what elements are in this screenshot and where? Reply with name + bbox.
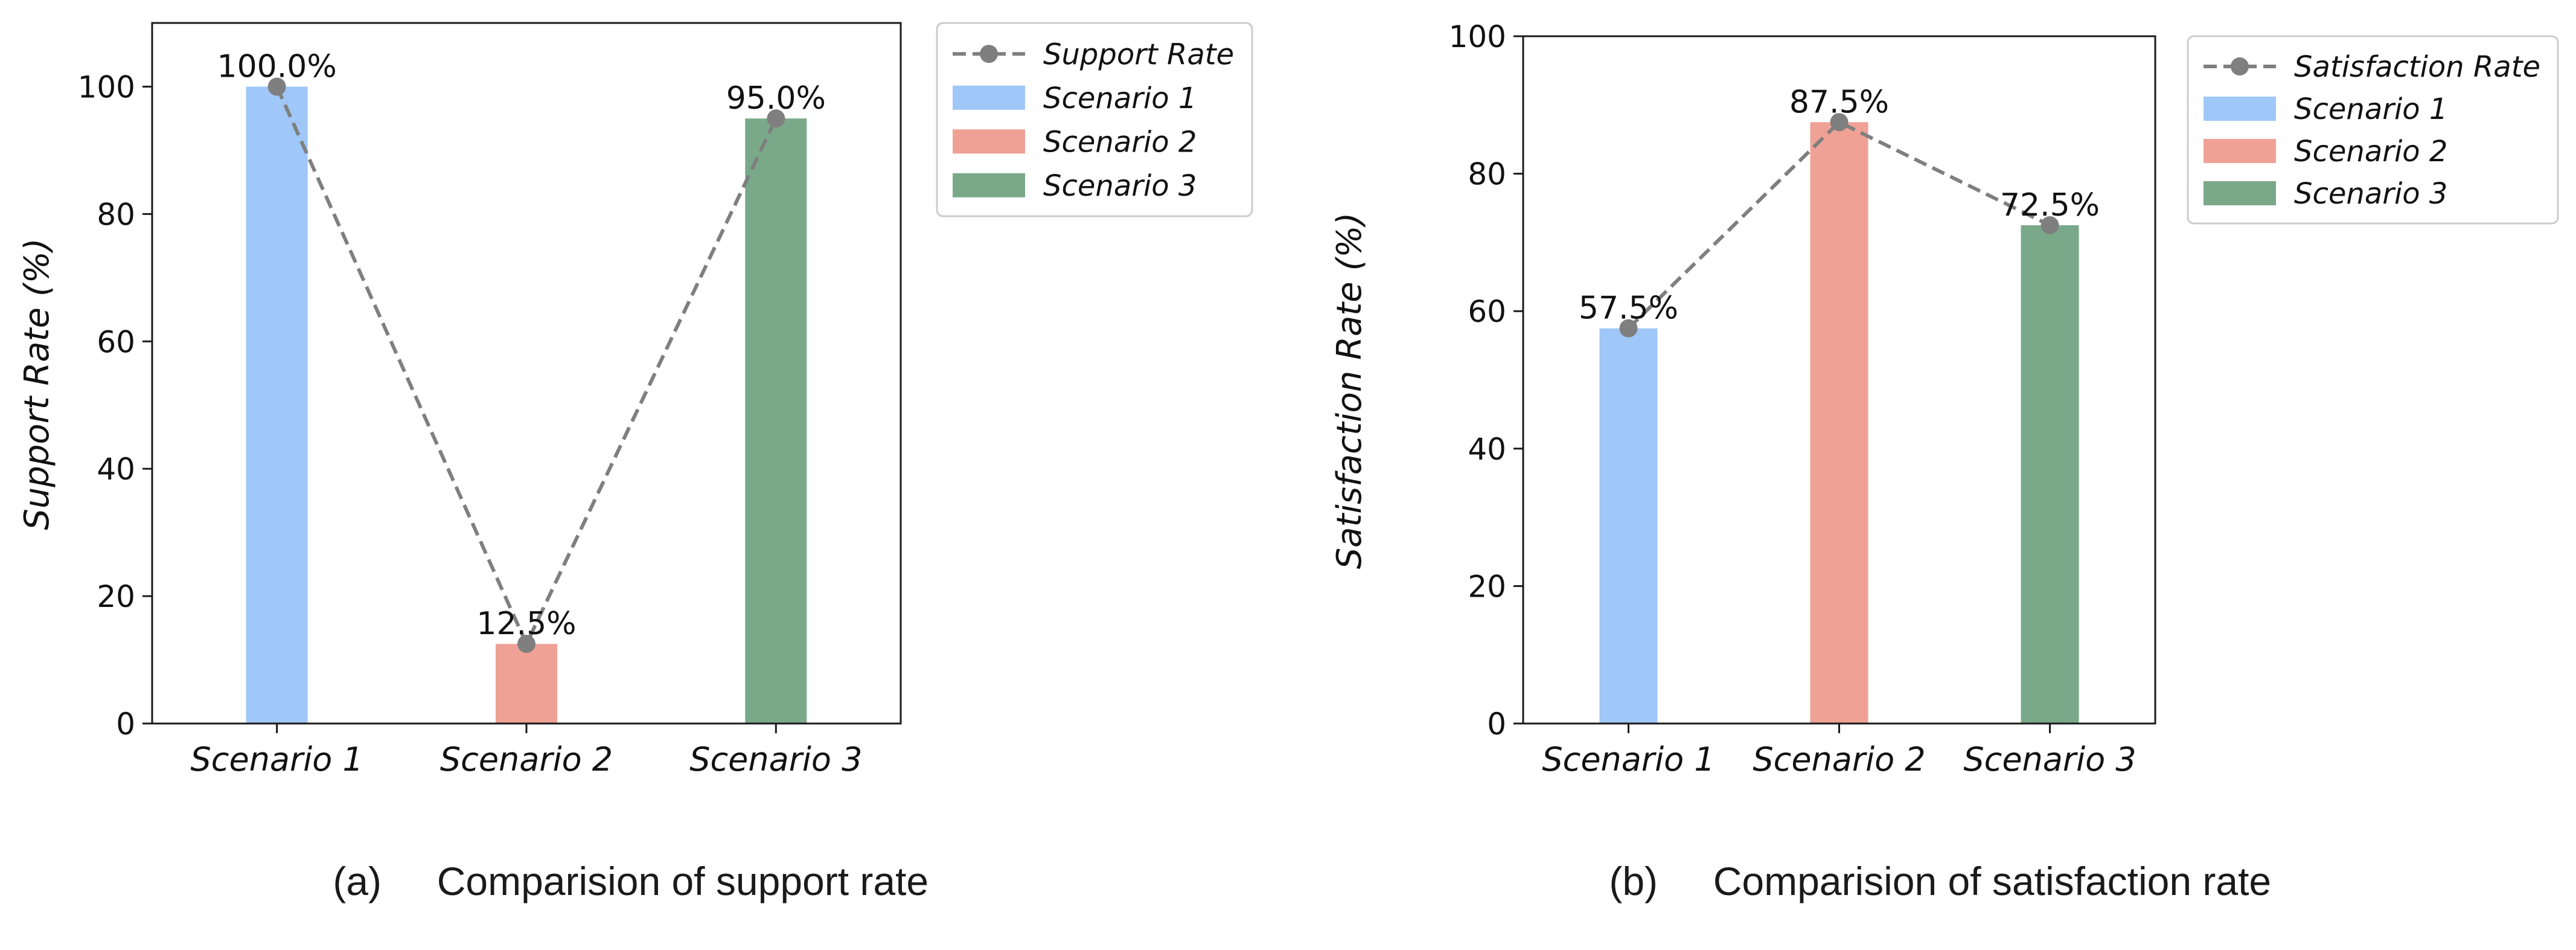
chart-support-rate: 100.0% 12.5% 95.0% 0 20 40 60 80 100 Scenario 1 Sc… [18, 22, 1253, 778]
data-label: 87.5% [1789, 84, 1889, 120]
y-tick-label: 100 [1449, 19, 1506, 54]
legend-swatch-scenario-2 [2204, 139, 2276, 163]
legend-label: Scenario 2 [1043, 125, 1197, 159]
caption-b: (b) Comparision of satisfaction rate [1565, 812, 2271, 950]
caption-a-text: Comparision of support rate [436, 859, 929, 903]
legend-label: Scenario 1 [2294, 92, 2447, 126]
legend-label: Support Rate [1043, 37, 1234, 71]
line-marker [517, 635, 535, 653]
y-tick-label: 40 [1468, 432, 1506, 467]
y-tick-label: 20 [97, 579, 135, 614]
legend-swatch-scenario-2 [953, 129, 1025, 154]
line-marker [2041, 216, 2059, 234]
x-tick-label: Scenario 1 [191, 740, 363, 778]
bar-scenario-2 [1810, 122, 1868, 724]
series-line [1627, 120, 2051, 330]
caption-a-label: (a) [333, 859, 382, 903]
x-tick-label: Scenario 3 [689, 740, 862, 778]
legend-line-marker [980, 45, 998, 63]
y-axis-label: Support Rate (%) [18, 238, 57, 530]
legend-label: Scenario 2 [2294, 135, 2447, 168]
line-marker [767, 109, 785, 128]
legend-swatch-scenario-3 [2204, 181, 2276, 205]
y-tick-label: 40 [97, 452, 135, 487]
y-tick-label: 80 [1468, 157, 1506, 192]
y-tick-label: 60 [1468, 294, 1506, 329]
x-tick-label: Scenario 1 [1542, 740, 1715, 778]
bar-scenario-3 [2021, 225, 2079, 724]
data-label: 72.5% [2000, 187, 2100, 223]
legend-line-marker [2231, 57, 2249, 75]
caption-b-text: Comparision of satisfaction rate [1713, 859, 2272, 903]
line-marker [1830, 113, 1849, 132]
bar-scenario-1 [1599, 328, 1658, 724]
legend-box [936, 22, 1253, 217]
legend-swatch-scenario-3 [953, 173, 1025, 197]
x-tick-label: Scenario 3 [1963, 740, 2136, 778]
y-tick-label: 0 [1487, 707, 1506, 742]
data-label: 12.5% [476, 606, 576, 642]
y-tick-label: 20 [1468, 569, 1506, 604]
x-tick-label: Scenario 2 [1753, 740, 1925, 778]
chart-satisfaction-rate: 57.5% 87.5% 72.5% 0 20 40 60 80 100 Scenario 1 Sce… [1330, 19, 2559, 778]
legend-swatch-scenario-1 [953, 85, 1025, 110]
legend-box [2187, 35, 2559, 225]
y-tick-label: 80 [97, 197, 135, 232]
x-tick-label: Scenario 2 [440, 740, 613, 778]
caption-a: (a) Comparision of support rate [289, 812, 928, 950]
y-tick-label: 60 [97, 324, 135, 359]
data-label: 57.5% [1579, 290, 1678, 327]
bar-scenario-1 [246, 86, 308, 724]
legend-label: Satisfaction Rate [2294, 50, 2540, 84]
caption-b-label: (b) [1609, 859, 1658, 903]
bar-scenario-3 [745, 118, 807, 724]
y-axis-label: Satisfaction Rate (%) [1330, 213, 1369, 570]
y-tick-label: 100 [78, 69, 135, 104]
bar-scenario-2 [496, 644, 557, 724]
data-label: 100.0% [217, 48, 337, 85]
data-label: 95.0% [726, 80, 826, 117]
line-marker [1619, 319, 1638, 338]
legend-label: Scenario 3 [1043, 169, 1197, 203]
figure: 100.0% 12.5% 95.0% 0 20 40 60 80 100 Scenario 1 Sc… [18, 19, 2559, 903]
y-tick-label: 0 [116, 707, 135, 742]
legend-label: Scenario 1 [1043, 82, 1197, 115]
legend-swatch-scenario-1 [2204, 97, 2276, 121]
legend-label: Scenario 3 [2294, 177, 2447, 211]
line-marker [267, 77, 286, 96]
